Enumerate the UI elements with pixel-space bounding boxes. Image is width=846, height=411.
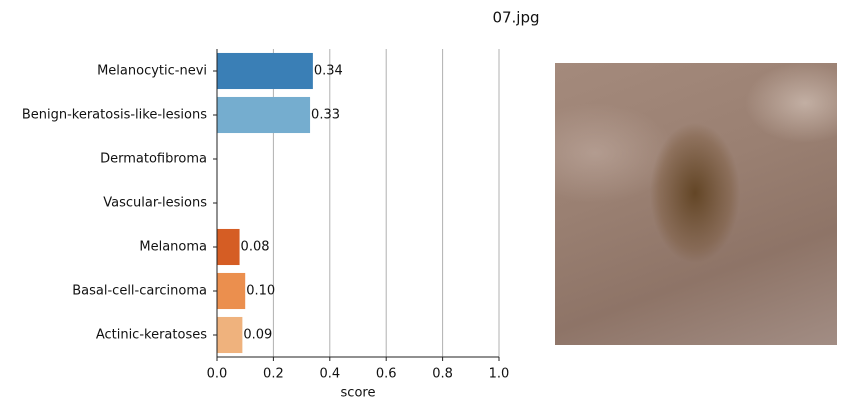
value-label: 0.08 (241, 240, 270, 255)
y-tick-label: Vascular-lesions (103, 196, 207, 211)
x-tick-label: 0.6 (376, 367, 397, 382)
bar (217, 96, 311, 134)
y-tick-label: Melanoma (139, 240, 207, 255)
skin-image (555, 63, 837, 345)
y-tick-label: Benign-keratosis-like-lesions (22, 108, 207, 123)
y-tick-label: Actinic-keratoses (96, 328, 207, 343)
y-tick-label: Melanocytic-nevi (97, 64, 207, 79)
y-tick-label: Basal-cell-carcinoma (72, 284, 207, 299)
x-tick-label: 0.4 (319, 367, 340, 382)
bar (217, 52, 313, 90)
x-tick-label: 0.0 (207, 367, 228, 382)
x-tick-label: 0.2 (263, 367, 284, 382)
bar (217, 316, 243, 354)
chart-title: 07.jpg (492, 9, 539, 27)
bar (217, 272, 246, 310)
x-axis-label: score (341, 386, 376, 401)
value-label: 0.09 (243, 328, 272, 343)
x-tick-label: 1.0 (489, 367, 510, 382)
y-tick-label: Dermatofibroma (100, 152, 207, 167)
x-tick-label: 0.8 (432, 367, 453, 382)
bar (217, 228, 240, 266)
value-label: 0.10 (246, 284, 275, 299)
value-label: 0.33 (311, 108, 340, 123)
value-label: 0.34 (314, 64, 343, 79)
